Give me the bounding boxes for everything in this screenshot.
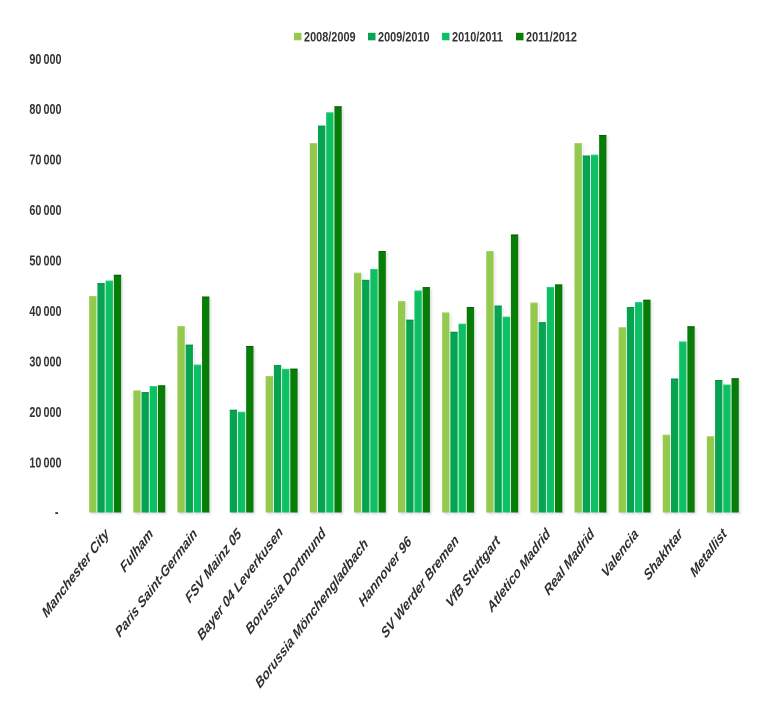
- svg-text:-: -: [55, 503, 59, 520]
- svg-text:60 000: 60 000: [29, 201, 61, 218]
- svg-text:80 000: 80 000: [29, 100, 61, 117]
- svg-text:2011/2012: 2011/2012: [526, 29, 577, 45]
- svg-text:40 000: 40 000: [29, 302, 61, 319]
- svg-text:10 000: 10 000: [29, 454, 61, 471]
- svg-text:90 000: 90 000: [29, 50, 61, 67]
- svg-text:20 000: 20 000: [29, 403, 61, 420]
- svg-text:2010/2011: 2010/2011: [452, 29, 503, 45]
- svg-text:30 000: 30 000: [29, 353, 61, 370]
- svg-text:2008/2009: 2008/2009: [304, 29, 356, 45]
- svg-text:50 000: 50 000: [29, 252, 61, 269]
- svg-text:70 000: 70 000: [29, 151, 61, 168]
- svg-text:2009/2010: 2009/2010: [378, 29, 430, 45]
